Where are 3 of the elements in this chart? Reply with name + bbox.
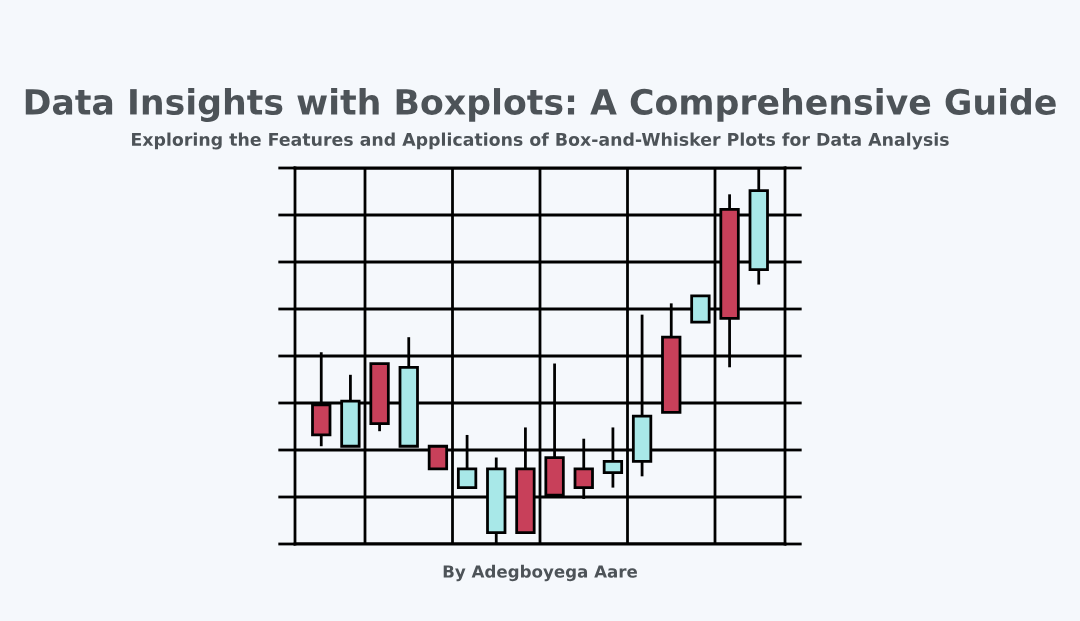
chart-subtitle: Exploring the Features and Applications of Box-and-Whisker Plots for Data Analysis [132,132,949,150]
text: By Adegboyega Aare [443,564,638,582]
chart-title: Data Insights with Boxplots: A Comprehensive Guide [25,88,1056,122]
